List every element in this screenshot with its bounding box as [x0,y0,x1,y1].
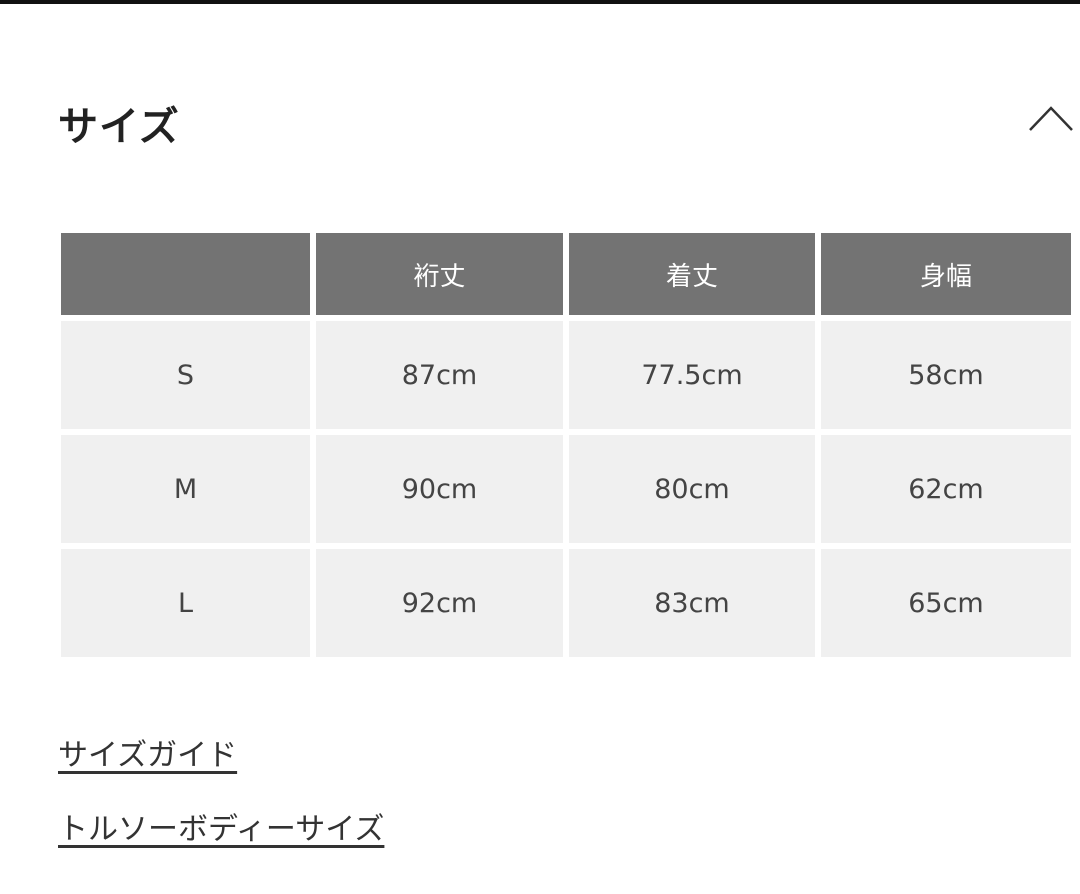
table-cell: 83cm [569,549,815,657]
collapse-button[interactable] [1026,100,1076,136]
table-header-row: 裄丈 着丈 身幅 [61,233,1071,315]
table-row: S 87cm 77.5cm 58cm [61,321,1071,429]
torso-body-size-link[interactable]: トルソーボディーサイズ [58,812,385,847]
table-cell: 62cm [821,435,1071,543]
size-guide-link[interactable]: サイズガイド [58,738,238,773]
table-cell: 58cm [821,321,1071,429]
header-cell [61,233,310,315]
table-cell: 92cm [316,549,563,657]
table-cell: 65cm [821,549,1071,657]
header-cell: 着丈 [569,233,815,315]
header-cell: 身幅 [821,233,1071,315]
table-row: L 92cm 83cm 65cm [61,549,1071,657]
size-table: 裄丈 着丈 身幅 S 87cm 77.5cm 58cm M 90cm 80cm … [55,227,1077,663]
table-cell: 90cm [316,435,563,543]
size-label: M [61,435,310,543]
chevron-up-icon [1029,106,1073,131]
size-label: S [61,321,310,429]
size-label: L [61,549,310,657]
section-title: サイズ [58,104,180,150]
table-row: M 90cm 80cm 62cm [61,435,1071,543]
table-cell: 77.5cm [569,321,815,429]
table-cell: 87cm [316,321,563,429]
table-cell: 80cm [569,435,815,543]
top-border [0,0,1080,4]
header-cell: 裄丈 [316,233,563,315]
